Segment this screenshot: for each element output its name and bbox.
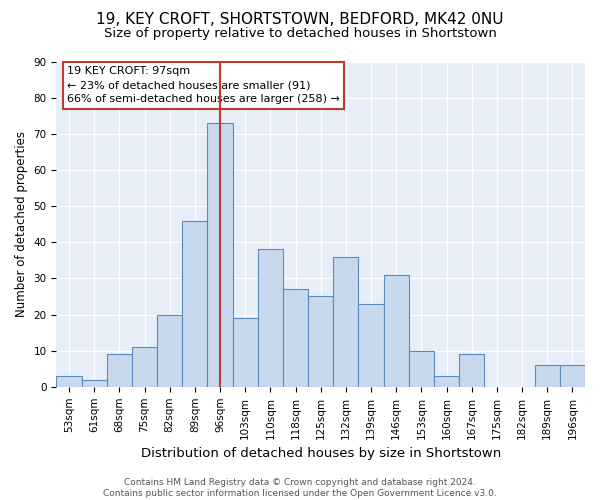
Bar xyxy=(157,314,182,387)
Bar xyxy=(56,376,82,387)
Bar xyxy=(409,350,434,387)
Bar xyxy=(560,365,585,387)
Text: Size of property relative to detached houses in Shortstown: Size of property relative to detached ho… xyxy=(104,28,496,40)
Bar xyxy=(233,318,258,387)
Bar xyxy=(308,296,333,387)
Bar xyxy=(82,380,107,387)
Bar xyxy=(208,123,233,387)
Bar xyxy=(383,275,409,387)
Y-axis label: Number of detached properties: Number of detached properties xyxy=(15,131,28,317)
Text: 19 KEY CROFT: 97sqm
← 23% of detached houses are smaller (91)
66% of semi-detach: 19 KEY CROFT: 97sqm ← 23% of detached ho… xyxy=(67,66,340,104)
Bar xyxy=(182,220,208,387)
Bar xyxy=(535,365,560,387)
Bar xyxy=(258,250,283,387)
Bar xyxy=(107,354,132,387)
Bar xyxy=(132,347,157,387)
X-axis label: Distribution of detached houses by size in Shortstown: Distribution of detached houses by size … xyxy=(140,447,501,460)
Bar xyxy=(459,354,484,387)
Bar xyxy=(434,376,459,387)
Bar xyxy=(333,256,358,387)
Text: 19, KEY CROFT, SHORTSTOWN, BEDFORD, MK42 0NU: 19, KEY CROFT, SHORTSTOWN, BEDFORD, MK42… xyxy=(96,12,504,28)
Text: Contains HM Land Registry data © Crown copyright and database right 2024.
Contai: Contains HM Land Registry data © Crown c… xyxy=(103,478,497,498)
Bar xyxy=(283,289,308,387)
Bar xyxy=(358,304,383,387)
